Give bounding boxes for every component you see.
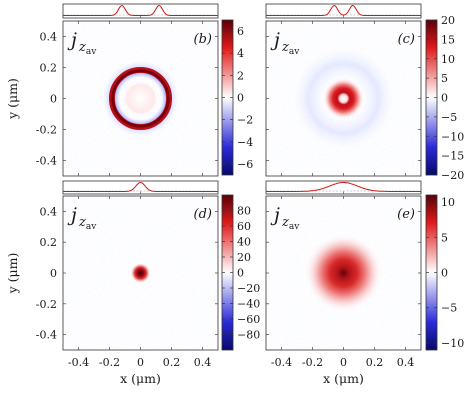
colorbar-tick-label: −2: [237, 114, 253, 127]
colorbar-tick-label: −80: [237, 329, 260, 342]
colorbar-tick-label: −20: [237, 282, 260, 295]
y-axis-label: y (μm): [5, 253, 20, 295]
quantity-subscript: zav: [281, 40, 300, 57]
y-tick-label: -0.2: [36, 124, 57, 137]
colorbar-tick-label: 20: [441, 14, 455, 27]
quantity-label: j: [270, 204, 280, 226]
quantity-subscript: zav: [78, 215, 97, 232]
spot-mark: [304, 233, 383, 313]
spot-mark: [130, 263, 151, 283]
y-tick-label: 0.4: [40, 31, 58, 44]
x-tick-label: -0.2: [302, 356, 323, 369]
colorbar-tick-label: 5: [441, 72, 448, 85]
colorbar-tick-label: −6: [237, 158, 253, 171]
y-tick-label: 0: [50, 267, 57, 280]
y-tick-label: 0.4: [40, 205, 58, 218]
colorbar-tick-label: 10: [441, 53, 455, 66]
panel-e: j zav (e) -0.4 -0.2 0 0.2 0.4 x (μm) −10 −5 0 5 10: [265, 180, 464, 386]
panel-b: j zav (b) -0.4 -0.2 0 0.2 0.4 y (μm) −6 −4 −2 0 2 4 6: [5, 3, 253, 177]
y-axis-label: y (μm): [5, 78, 20, 120]
colorbar-tick-label: −20: [441, 169, 464, 182]
x-tick-label: -0.4: [271, 356, 292, 369]
x-tick-label: 0: [137, 356, 144, 369]
colorbar-tick-label: 6: [237, 25, 244, 38]
y-tick-label: 0.2: [40, 62, 58, 75]
ring-core: [111, 69, 170, 128]
colorbar-tick-label: −5: [441, 302, 457, 315]
colorbar-tick-label: 0: [441, 267, 448, 280]
quantity-subscript: zav: [281, 215, 300, 232]
quantity-subscript: zav: [78, 40, 97, 57]
colorbar-tick-label: −10: [441, 130, 464, 143]
x-tick-label: 0: [340, 356, 347, 369]
quantity-label: j: [67, 29, 77, 51]
colorbar-tick-label: 60: [237, 220, 251, 233]
quantity-label: j: [67, 204, 77, 226]
colorbar-tick-label: −5: [441, 111, 457, 124]
colorbar-tick-label: 15: [441, 33, 455, 46]
panel-label: (b): [194, 32, 212, 47]
ring-interior: [115, 73, 166, 124]
colorbar-tick-label: −10: [441, 337, 464, 350]
panel-d: j zav (d) -0.4 -0.2 0 0.2 0.4 y (μm) -0.4 -0.2 0 0.2…: [5, 180, 260, 386]
colorbar-tick-label: 2: [237, 69, 244, 82]
x-tick-label: -0.2: [99, 356, 120, 369]
y-tick-label: -0.4: [36, 329, 57, 342]
colorbar-tick-label: −4: [237, 136, 253, 149]
x-axis-label: x (μm): [323, 371, 364, 386]
y-tick-label: 0: [50, 93, 57, 106]
profile-line: [266, 182, 421, 192]
colorbar-tick-label: 20: [237, 251, 251, 264]
x-tick-label: 0.2: [163, 356, 181, 369]
colorbar-tick-label: 40: [237, 236, 251, 249]
ring-mark: [322, 77, 365, 120]
panel-label: (c): [398, 32, 415, 47]
colorbar-tick-label: −15: [441, 150, 464, 163]
colorbar-tick-label: 80: [237, 205, 251, 218]
x-axis-label: x (μm): [120, 371, 161, 386]
colorbar-tick-label: −40: [237, 298, 260, 311]
x-tick-label: -0.4: [68, 356, 89, 369]
colorbar-tick-label: 0: [237, 92, 244, 105]
panel-label: (e): [397, 207, 415, 222]
colorbar-tick-label: 4: [237, 47, 244, 60]
panel-label: (d): [194, 207, 212, 222]
x-tick-label: 0.4: [397, 356, 415, 369]
colorbar-tick-label: −60: [237, 313, 260, 326]
colorbar-tick-label: 0: [237, 267, 244, 280]
y-tick-label: -0.2: [36, 298, 57, 311]
profile-line: [63, 181, 218, 192]
y-tick-label: 0.2: [40, 236, 58, 249]
colorbar-tick-label: 0: [441, 92, 448, 105]
colorbar-tick-label: 10: [441, 196, 455, 209]
profile-line: [266, 5, 421, 16]
x-tick-label: 0.4: [194, 356, 212, 369]
y-tick-label: -0.4: [36, 155, 57, 168]
panel-c: j zav (c) −20 −15 −10 −5 0 5 10 15 20: [265, 3, 464, 182]
x-tick-label: 0.2: [366, 356, 384, 369]
colorbar-tick-label: 5: [441, 231, 448, 244]
quantity-label: j: [270, 29, 280, 51]
